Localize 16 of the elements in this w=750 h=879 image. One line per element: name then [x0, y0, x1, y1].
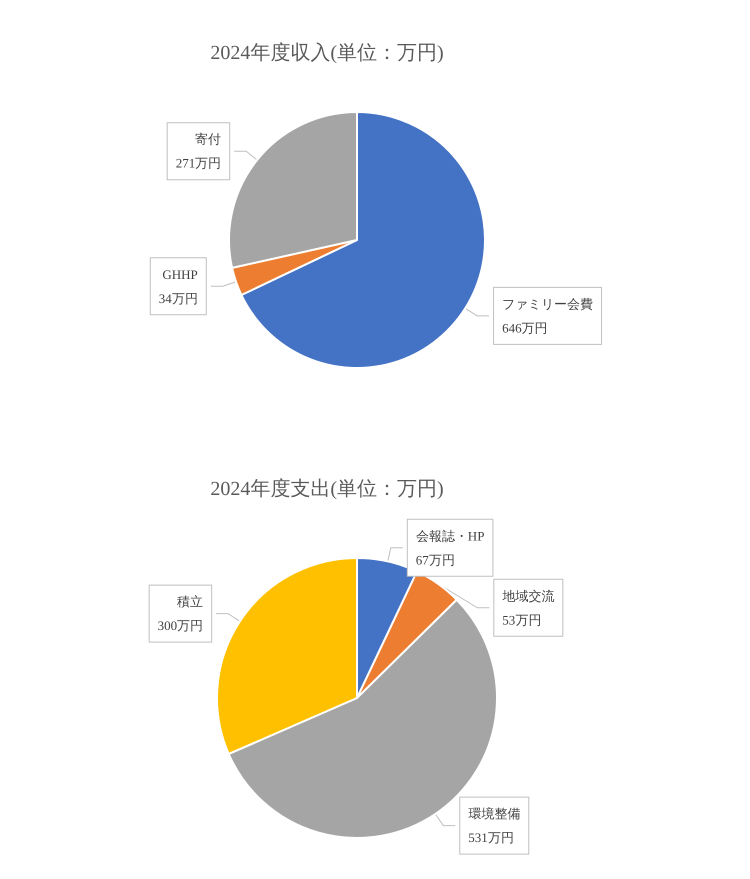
data-label: 646万円 — [502, 320, 548, 336]
slice-label: ファミリー会費 — [502, 296, 594, 312]
data-label: 271万円 — [176, 156, 222, 171]
data-label: 67万円 — [416, 552, 455, 568]
data-label: 531万円 — [468, 830, 514, 846]
chart-title: 2024年度収入(単位：万円) — [210, 42, 444, 64]
slice-label: 積立 — [177, 594, 204, 610]
slice-label: GHHP — [162, 266, 198, 282]
chart-title: 2024年度支出(単位：万円) — [210, 478, 444, 500]
data-label: 53万円 — [502, 612, 542, 628]
data-label: 300万円 — [158, 618, 204, 634]
slice-label: 会報誌・HP — [416, 528, 484, 544]
slice-label: 環境整備 — [468, 806, 520, 822]
slice-label: 寄付 — [195, 132, 222, 147]
slice-label: 地域交流 — [501, 588, 554, 604]
data-label: 34万円 — [158, 290, 198, 306]
